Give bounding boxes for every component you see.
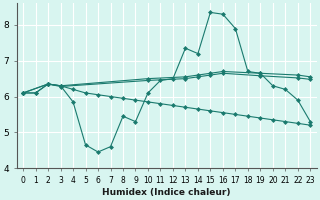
X-axis label: Humidex (Indice chaleur): Humidex (Indice chaleur) (102, 188, 231, 197)
